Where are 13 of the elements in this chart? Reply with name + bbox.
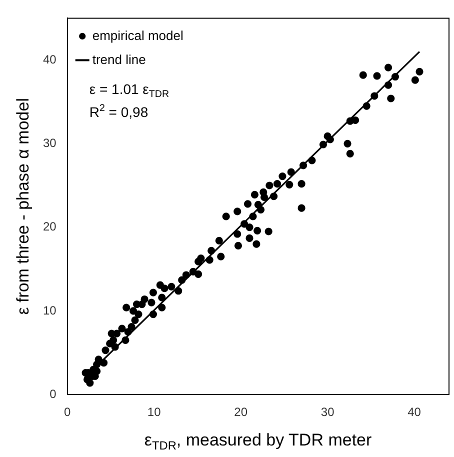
x-tick-label: 40 (408, 405, 422, 420)
y-tick-label: 0 (50, 386, 57, 401)
x-tick-label: 0 (64, 405, 72, 420)
y-tick-label: 40 (42, 52, 57, 66)
y-tick-label: 30 (42, 136, 57, 150)
y-tick-label: 10 (42, 303, 57, 318)
legend-label: trend line (92, 52, 146, 67)
legend-label: empirical model (92, 28, 184, 43)
x-tick-label: 20 (234, 405, 248, 420)
y-tick-label: 20 (42, 220, 57, 234)
x-tick-label: 10 (147, 405, 162, 420)
y-axis-title: ε from three - phase α model (14, 98, 33, 315)
x-tick-label: 30 (320, 405, 335, 420)
